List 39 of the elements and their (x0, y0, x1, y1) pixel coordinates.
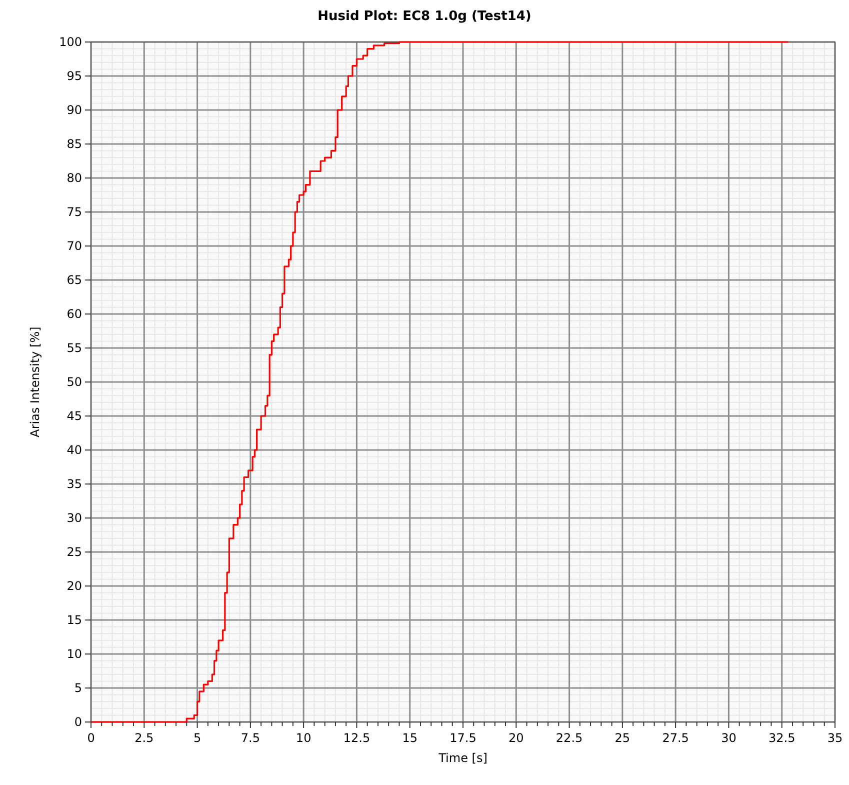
y-tick-label: 100 (59, 35, 82, 50)
y-tick-label: 50 (66, 375, 82, 390)
x-tick-label: 27.5 (662, 731, 689, 745)
x-tick-label: 20 (508, 731, 524, 745)
x-tick-label: 10 (296, 731, 312, 745)
y-tick-label: 70 (66, 239, 82, 254)
x-tick-label: 2.5 (134, 731, 154, 745)
y-tick-label: 25 (66, 545, 82, 560)
x-tick-label: 5 (193, 731, 202, 745)
y-tick-label: 0 (74, 715, 82, 730)
y-tick-label: 60 (66, 307, 82, 322)
y-tick-label: 35 (66, 477, 82, 492)
y-tick-label: 65 (66, 273, 82, 288)
y-tick-label: 95 (66, 69, 82, 84)
x-tick-label: 32.5 (768, 731, 796, 745)
x-tick-label: 22.5 (556, 731, 583, 745)
y-tick-label: 90 (66, 103, 82, 118)
chart-title: Husid Plot: EC8 1.0g (Test14) (318, 9, 532, 24)
y-tick-label: 55 (66, 341, 82, 356)
x-tick-label: 35 (827, 731, 843, 745)
y-tick-label: 5 (74, 681, 82, 696)
x-axis-title: Time [s] (438, 751, 488, 765)
y-tick-label: 40 (66, 443, 82, 458)
x-tick-label: 0 (87, 731, 95, 745)
x-tick-label: 30 (721, 731, 736, 745)
x-tick-label: 12.5 (343, 731, 370, 745)
y-tick-label: 80 (66, 171, 82, 186)
y-tick-label: 15 (66, 613, 82, 628)
x-tick-label: 15 (402, 731, 418, 745)
y-tick-label: 45 (66, 409, 82, 424)
y-tick-label: 10 (66, 647, 82, 662)
y-tick-label: 30 (66, 511, 82, 526)
y-tick-label: 75 (66, 205, 82, 220)
x-tick-label: 25 (614, 731, 630, 745)
x-tick-label: 7.5 (240, 731, 260, 745)
y-tick-label: 20 (66, 579, 82, 594)
y-tick-label: 85 (66, 137, 82, 152)
x-tick-label: 17.5 (450, 731, 476, 745)
y-axis-title: Arias Intensity [%] (28, 326, 42, 438)
